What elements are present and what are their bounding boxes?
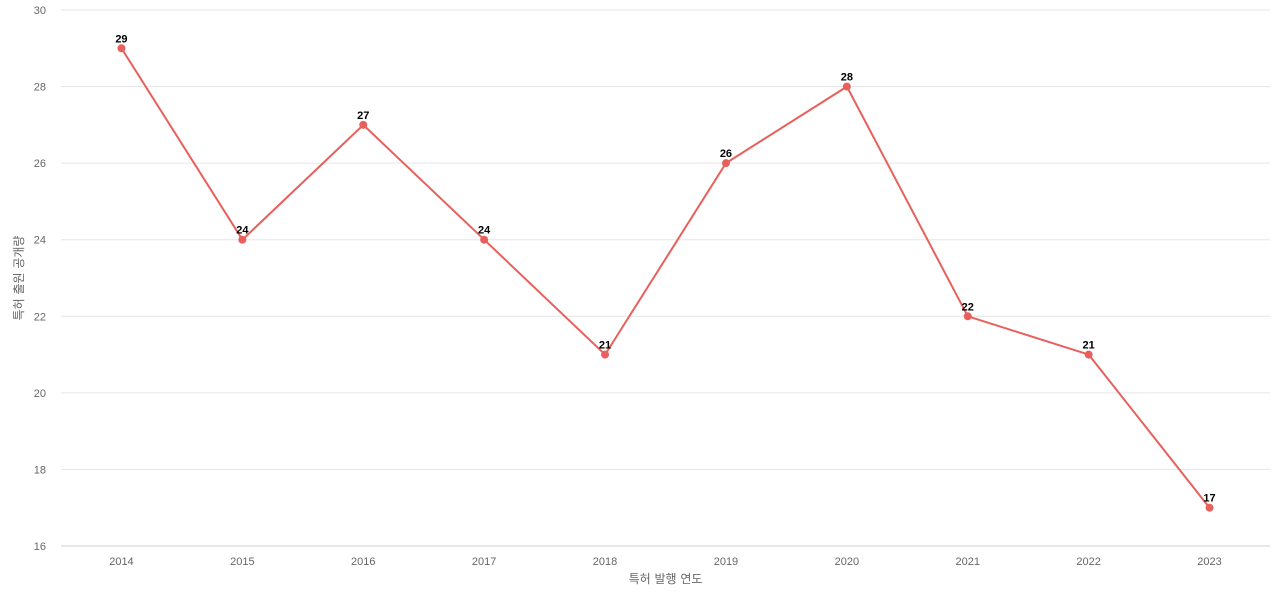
data-label: 24 — [236, 225, 249, 237]
data-point — [480, 235, 489, 244]
data-point — [1084, 350, 1093, 359]
data-point — [1205, 503, 1214, 512]
y-axis-tick-labels: 16 18 20 22 24 26 28 30 — [34, 5, 46, 553]
y-tick-label: 28 — [34, 82, 46, 94]
data-point — [601, 350, 610, 359]
y-tick-label: 22 — [34, 311, 46, 323]
x-tick-label: 2023 — [1197, 556, 1221, 568]
y-tick-label: 20 — [34, 388, 46, 400]
x-tick-label: 2016 — [351, 556, 375, 568]
data-point — [721, 159, 730, 168]
data-point — [842, 82, 851, 91]
x-tick-label: 2017 — [472, 556, 496, 568]
data-label: 29 — [115, 33, 127, 45]
data-point — [117, 44, 126, 53]
data-label: 26 — [720, 148, 732, 160]
y-tick-label: 30 — [34, 5, 46, 17]
data-label: 27 — [357, 110, 369, 122]
y-tick-label: 24 — [34, 235, 46, 247]
data-point — [238, 235, 247, 244]
data-label: 24 — [478, 225, 491, 237]
data-labels: 29 24 27 24 21 26 28 22 21 17 — [115, 33, 1215, 504]
data-point — [963, 312, 972, 321]
data-point — [359, 120, 368, 129]
data-label: 28 — [841, 72, 853, 84]
x-tick-label: 2014 — [109, 556, 133, 568]
y-tick-label: 26 — [34, 158, 46, 170]
series-line — [120, 47, 1211, 509]
x-tick-label: 2015 — [230, 556, 254, 568]
data-label: 21 — [1083, 340, 1095, 352]
grid-lines — [61, 9, 1270, 470]
x-tick-label: 2020 — [835, 556, 859, 568]
data-label: 22 — [962, 301, 974, 313]
y-tick-label: 16 — [34, 541, 46, 553]
data-points — [117, 44, 1214, 512]
data-label: 17 — [1203, 493, 1215, 505]
x-tick-label: 2022 — [1076, 556, 1100, 568]
x-tick-label: 2019 — [714, 556, 738, 568]
data-label: 21 — [599, 340, 611, 352]
x-tick-label: 2021 — [956, 556, 980, 568]
x-axis-title: 특허 발행 연도 — [629, 571, 703, 586]
y-tick-label: 18 — [34, 464, 46, 476]
y-axis-title: 특허 출원 공개량 — [12, 236, 26, 321]
x-axis-tick-labels: 2014 2015 2016 2017 2018 2019 2020 2021 2022 2023 — [109, 556, 1222, 568]
x-tick-label: 2018 — [593, 556, 617, 568]
